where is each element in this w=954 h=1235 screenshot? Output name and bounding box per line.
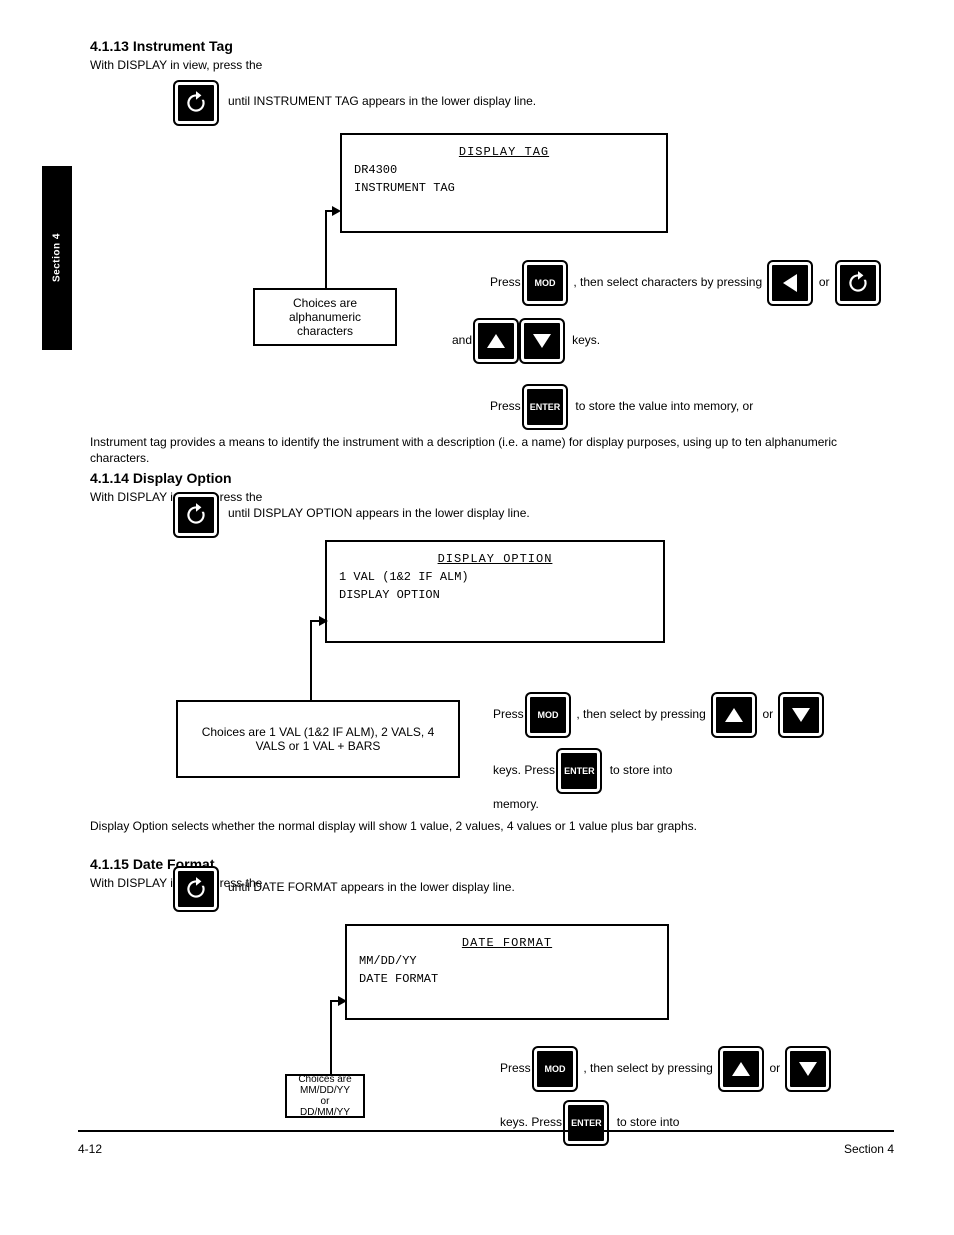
display-line: DISPLAY OPTION <box>339 586 651 604</box>
enter-button[interactable]: ENTER <box>524 386 566 428</box>
up-button[interactable] <box>713 694 755 736</box>
enter-button[interactable]: ENTER <box>565 1102 607 1144</box>
enter-button[interactable]: ENTER <box>558 750 600 792</box>
until-text-2: until DISPLAY OPTION appears in the lowe… <box>228 506 848 520</box>
section-1-body: Instrument tag provides a means to ident… <box>90 434 880 466</box>
until-text-1: until INSTRUMENT TAG appears in the lowe… <box>228 94 848 108</box>
cycle-icon <box>183 502 209 528</box>
scroll-button-1[interactable] <box>175 82 217 124</box>
footer-rule <box>78 1130 894 1132</box>
section-side-tab: Section 4 <box>42 166 72 350</box>
down-button[interactable] <box>780 694 822 736</box>
display-line: DATE FORMAT <box>359 970 655 988</box>
display-box-3: DATE FORMAT MM/DD/YY DATE FORMAT <box>345 924 669 1020</box>
scroll-button-3[interactable] <box>175 868 217 910</box>
cycle-button[interactable] <box>837 262 879 304</box>
up-button[interactable] <box>720 1048 762 1090</box>
choices-box-3: Choices are MM/DD/YY or DD/MM/YY <box>285 1074 365 1118</box>
cycle-icon <box>183 876 209 902</box>
footer-section: Section 4 <box>844 1142 894 1156</box>
display-line: MM/DD/YY <box>359 952 655 970</box>
instr-3-line1: Press MOD , then select by pressing or <box>500 1048 880 1090</box>
display-line: DATE FORMAT <box>359 934 655 952</box>
display-box-1: DISPLAY TAG DR4300 INSTRUMENT TAG <box>340 133 668 233</box>
left-button[interactable] <box>769 262 811 304</box>
display-line: INSTRUMENT TAG <box>354 179 654 197</box>
section-2-body: Display Option selects whether the norma… <box>90 818 880 834</box>
choices-text: Choices are MM/DD/YY or DD/MM/YY <box>297 1074 353 1118</box>
instr-1-line1: Press MOD , then select characters by pr… <box>490 262 880 304</box>
scroll-button-2[interactable] <box>175 494 217 536</box>
cycle-icon <box>183 90 209 116</box>
choices-box-2: Choices are 1 VAL (1&2 IF ALM), 2 VALS, … <box>176 700 460 778</box>
down-button[interactable] <box>521 320 563 362</box>
instr-2-line1: Press MOD , then select by pressing or <box>493 694 873 736</box>
down-button[interactable] <box>787 1048 829 1090</box>
display-line: DISPLAY OPTION <box>339 550 651 568</box>
display-line: 1 VAL (1&2 IF ALM) <box>339 568 651 586</box>
footer-page-num: 4-12 <box>78 1142 102 1156</box>
instr-3-line2: keys. Press ENTER to store into <box>500 1102 880 1144</box>
section-title-1: 4.1.13 Instrument Tag <box>90 38 894 54</box>
instr-2-line2: keys. Press ENTER to store into <box>493 750 873 792</box>
instr-1-line3: Press ENTER to store the value into memo… <box>490 386 880 428</box>
display-box-2: DISPLAY OPTION 1 VAL (1&2 IF ALM) DISPLA… <box>325 540 665 643</box>
choices-text: Choices are alphanumeric characters <box>265 296 385 338</box>
instr-1-line2: and keys. <box>452 320 842 362</box>
section-title-2: 4.1.14 Display Option <box>90 470 894 486</box>
display-line: DISPLAY TAG <box>354 143 654 161</box>
mod-button[interactable]: MOD <box>534 1048 576 1090</box>
instr-2-line3: memory. <box>493 796 539 812</box>
until-text-3: until DATE FORMAT appears in the lower d… <box>228 880 848 894</box>
up-button[interactable] <box>475 320 517 362</box>
section-intro-1: With DISPLAY in view, press the <box>90 58 894 74</box>
mod-button[interactable]: MOD <box>527 694 569 736</box>
choices-box-1: Choices are alphanumeric characters <box>253 288 397 346</box>
choices-text: Choices are 1 VAL (1&2 IF ALM), 2 VALS, … <box>188 725 448 753</box>
mod-button[interactable]: MOD <box>524 262 566 304</box>
display-line: DR4300 <box>354 161 654 179</box>
